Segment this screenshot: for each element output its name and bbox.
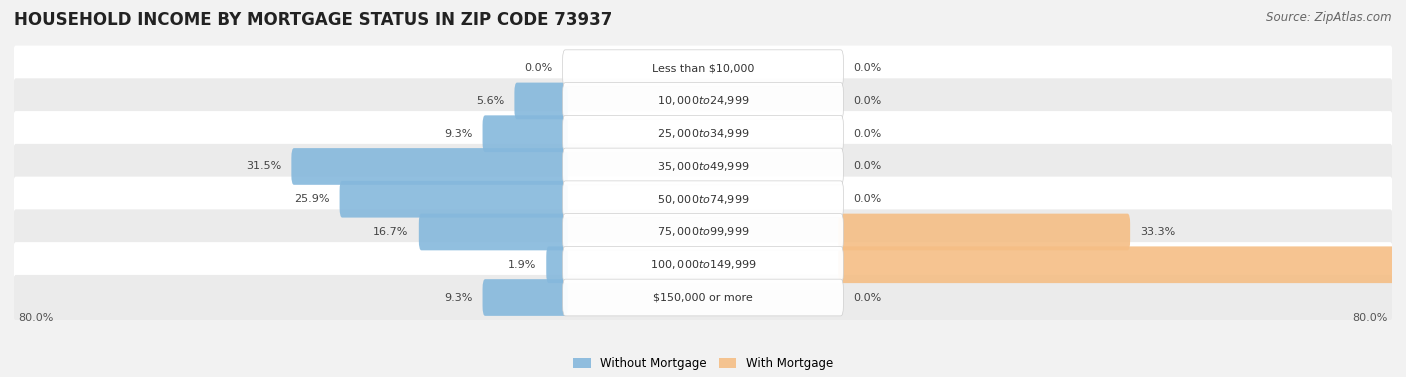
Text: 0.0%: 0.0% — [853, 129, 882, 139]
Text: 25.9%: 25.9% — [294, 194, 329, 204]
Text: 5.6%: 5.6% — [475, 96, 505, 106]
Text: 9.3%: 9.3% — [444, 293, 472, 302]
FancyBboxPatch shape — [340, 181, 568, 218]
FancyBboxPatch shape — [13, 176, 1393, 222]
FancyBboxPatch shape — [838, 247, 1406, 283]
Text: 0.0%: 0.0% — [853, 161, 882, 172]
FancyBboxPatch shape — [547, 247, 568, 283]
Text: 33.3%: 33.3% — [1140, 227, 1175, 237]
Text: $35,000 to $49,999: $35,000 to $49,999 — [657, 160, 749, 173]
Text: HOUSEHOLD INCOME BY MORTGAGE STATUS IN ZIP CODE 73937: HOUSEHOLD INCOME BY MORTGAGE STATUS IN Z… — [14, 11, 613, 29]
Legend: Without Mortgage, With Mortgage: Without Mortgage, With Mortgage — [568, 352, 838, 375]
Text: 0.0%: 0.0% — [853, 293, 882, 302]
FancyBboxPatch shape — [13, 111, 1393, 156]
FancyBboxPatch shape — [562, 247, 844, 283]
Text: 9.3%: 9.3% — [444, 129, 472, 139]
FancyBboxPatch shape — [515, 83, 568, 119]
Text: 0.0%: 0.0% — [853, 194, 882, 204]
FancyBboxPatch shape — [13, 78, 1393, 124]
Text: $75,000 to $99,999: $75,000 to $99,999 — [657, 225, 749, 239]
FancyBboxPatch shape — [13, 242, 1393, 287]
Text: 0.0%: 0.0% — [853, 96, 882, 106]
Text: 80.0%: 80.0% — [18, 313, 53, 323]
Text: 1.9%: 1.9% — [508, 260, 536, 270]
FancyBboxPatch shape — [838, 214, 1130, 250]
FancyBboxPatch shape — [562, 115, 844, 152]
FancyBboxPatch shape — [13, 209, 1393, 254]
FancyBboxPatch shape — [13, 46, 1393, 91]
FancyBboxPatch shape — [13, 144, 1393, 189]
FancyBboxPatch shape — [562, 181, 844, 218]
Text: $10,000 to $24,999: $10,000 to $24,999 — [657, 94, 749, 107]
FancyBboxPatch shape — [562, 214, 844, 250]
FancyBboxPatch shape — [482, 279, 568, 316]
Text: 0.0%: 0.0% — [524, 63, 553, 73]
FancyBboxPatch shape — [562, 279, 844, 316]
Text: $150,000 or more: $150,000 or more — [654, 293, 752, 302]
FancyBboxPatch shape — [419, 214, 568, 250]
Text: 31.5%: 31.5% — [246, 161, 281, 172]
FancyBboxPatch shape — [562, 148, 844, 185]
Text: $100,000 to $149,999: $100,000 to $149,999 — [650, 258, 756, 271]
FancyBboxPatch shape — [482, 115, 568, 152]
Text: 80.0%: 80.0% — [1353, 313, 1388, 323]
FancyBboxPatch shape — [291, 148, 568, 185]
FancyBboxPatch shape — [13, 275, 1393, 320]
FancyBboxPatch shape — [562, 83, 844, 119]
Text: 0.0%: 0.0% — [853, 63, 882, 73]
FancyBboxPatch shape — [562, 50, 844, 87]
Text: $25,000 to $34,999: $25,000 to $34,999 — [657, 127, 749, 140]
Text: Less than $10,000: Less than $10,000 — [652, 63, 754, 73]
Text: 16.7%: 16.7% — [373, 227, 409, 237]
Text: $50,000 to $74,999: $50,000 to $74,999 — [657, 193, 749, 206]
Text: Source: ZipAtlas.com: Source: ZipAtlas.com — [1267, 11, 1392, 24]
